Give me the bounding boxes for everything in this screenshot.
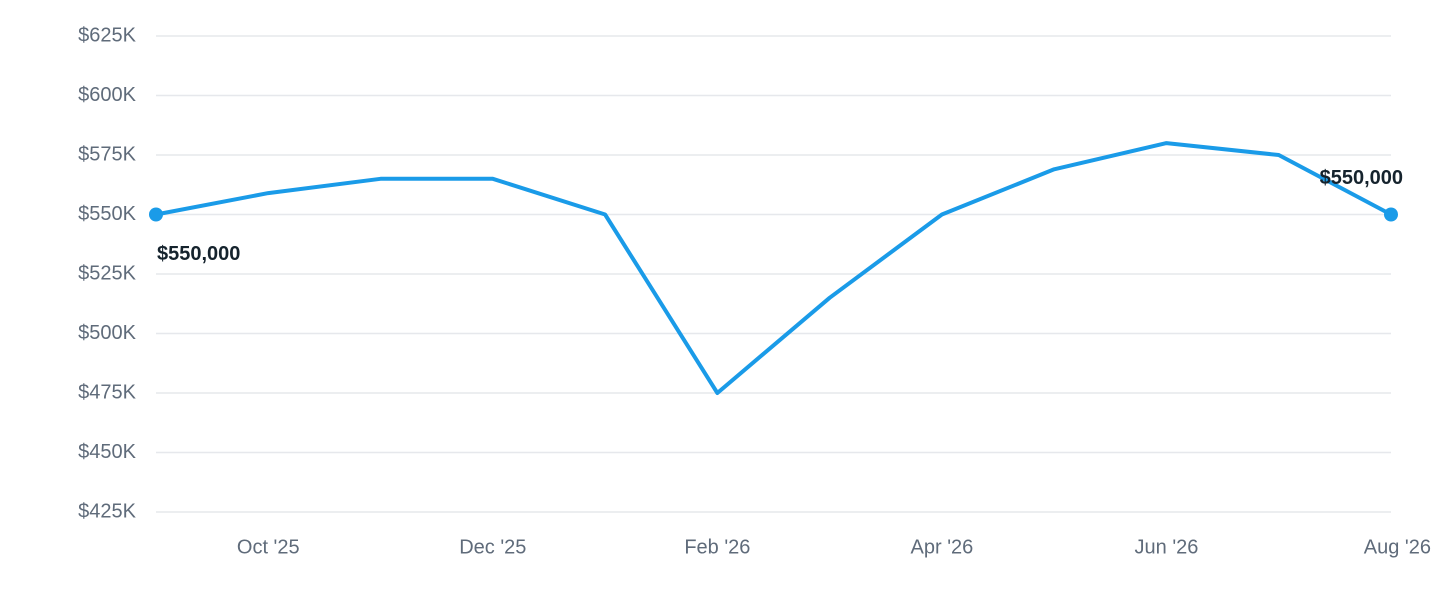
value-label: $550,000 [157,243,240,265]
value-label: $550,000 [1320,167,1403,189]
y-tick-label: $550K [78,203,136,225]
y-tick-label: $625K [78,24,136,46]
y-tick-label: $500K [78,322,136,344]
y-tick-label: $450K [78,441,136,463]
line [155,141,1392,395]
y-tick-label: $525K [78,262,136,284]
point-marker [149,207,163,222]
x-tick-label: Dec '25 [459,536,526,558]
y-tick-label: $600K [78,84,136,106]
x-tick-label: Feb '26 [684,536,750,558]
x-tick-label: Aug '26 [1364,536,1431,558]
y-tick-label: $425K [78,500,136,522]
y-tick-label: $475K [78,381,136,403]
x-tick-label: Oct '25 [237,536,300,558]
y-tick-label: $575K [78,143,136,165]
x-tick-label: Jun '26 [1135,536,1199,558]
x-tick-label: Apr '26 [911,536,974,558]
point-marker [1384,207,1398,222]
